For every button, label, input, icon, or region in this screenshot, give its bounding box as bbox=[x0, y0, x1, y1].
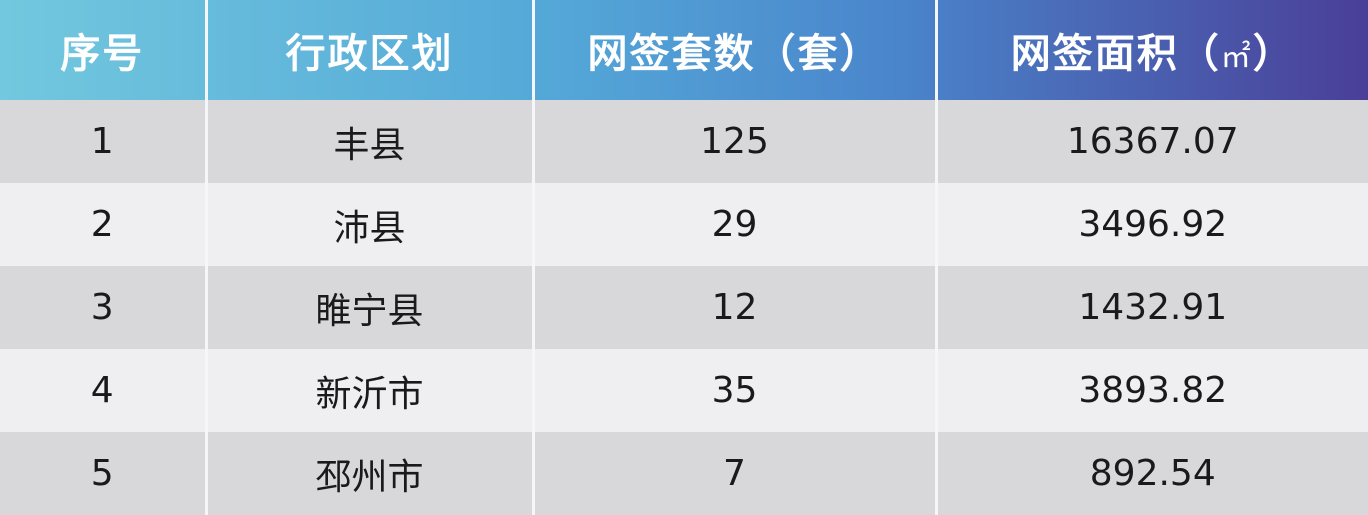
cell-area: 892.54 bbox=[1089, 453, 1216, 494]
header-index: 序号 bbox=[0, 0, 208, 100]
cell-index: 5 bbox=[0, 432, 208, 515]
cell-area: 3893.82 bbox=[1078, 370, 1228, 411]
cell-district: 沛县 bbox=[206, 183, 535, 266]
cell-area: 3496.92 bbox=[1078, 204, 1228, 245]
header-area-close: ） bbox=[1252, 31, 1295, 77]
cell-index: 2 bbox=[0, 183, 208, 266]
header-area-label: 网签面积（ bbox=[1010, 31, 1221, 77]
cell-district: 丰县 bbox=[206, 100, 535, 183]
cell-district: 睢宁县 bbox=[206, 266, 535, 349]
header-row: 序号 行政区划 网签套数（套） 网签面积（㎡） bbox=[0, 0, 1368, 100]
header-area: 网签面积（㎡） bbox=[936, 0, 1368, 100]
cell-index: 4 bbox=[0, 349, 208, 432]
cell-count: 35 bbox=[533, 349, 938, 432]
cell-count: 7 bbox=[533, 432, 938, 515]
table-row: 1 丰县 125 16367.07 bbox=[0, 100, 1368, 183]
table-row: 5 邳州市 7 892.54 bbox=[0, 432, 1368, 515]
table-row: 4 新沂市 35 3893.82 bbox=[0, 349, 1368, 432]
cell-district: 邳州市 bbox=[206, 432, 535, 515]
table-row: 3 睢宁县 12 1432.91 bbox=[0, 266, 1368, 349]
header-district: 行政区划 bbox=[206, 0, 535, 100]
cell-area: 1432.91 bbox=[1078, 287, 1228, 328]
cell-district: 新沂市 bbox=[206, 349, 535, 432]
table-row: 2 沛县 29 3496.92 bbox=[0, 183, 1368, 266]
header-area-unit: ㎡ bbox=[1220, 40, 1253, 75]
cell-index: 1 bbox=[0, 100, 208, 183]
cell-area: 16367.07 bbox=[1066, 121, 1239, 162]
cell-count: 12 bbox=[533, 266, 938, 349]
cell-index: 3 bbox=[0, 266, 208, 349]
header-count: 网签套数（套） bbox=[533, 0, 938, 100]
cell-count: 29 bbox=[533, 183, 938, 266]
cell-count: 125 bbox=[533, 100, 938, 183]
